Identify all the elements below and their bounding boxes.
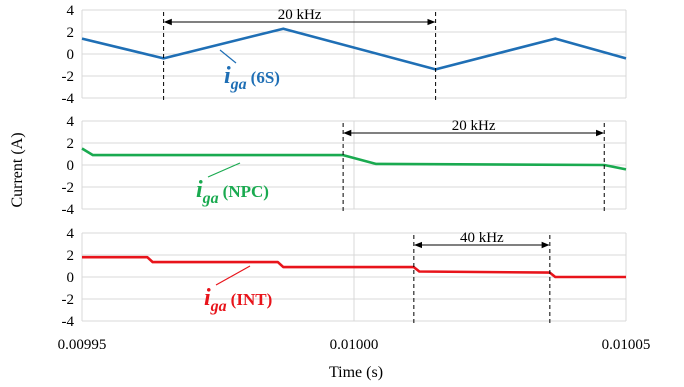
series-label-pointer <box>219 49 237 64</box>
series-label-3: iga (INT) <box>204 285 272 315</box>
y-tick-label: 2 <box>67 136 75 152</box>
y-tick-label: -2 <box>62 180 75 196</box>
y-tick-label: 4 <box>67 3 75 19</box>
y-tick-label: -4 <box>62 314 75 330</box>
series-line-1 <box>81 27 627 71</box>
x-axis-label: Time (s) <box>329 364 383 381</box>
y-tick-label: 0 <box>67 47 75 63</box>
y-tick-label: 2 <box>67 25 75 41</box>
series-label-pointer <box>215 265 251 286</box>
panel-3: 4 2 0 -2 -4 40 kHz iga (INT) <box>62 226 627 330</box>
panel-1: 4 2 0 -2 -4 20 kHz iga (6S) <box>62 3 627 107</box>
annotation-frequency-label: 40 kHz <box>460 230 504 246</box>
annotation-frequency-label: 20 kHz <box>452 118 496 134</box>
y-tick-label: -4 <box>62 202 75 218</box>
series-label-pointer <box>207 162 241 178</box>
series-line-3 <box>82 255 626 279</box>
series-label-2: iga (NPC) <box>196 177 269 207</box>
x-tick-label: 0.01000 <box>330 337 379 353</box>
y-tick-label: 4 <box>67 114 75 130</box>
y-tick-label: -4 <box>62 91 75 107</box>
y-tick-label: 0 <box>67 270 75 286</box>
y-tick-label: 4 <box>67 226 75 242</box>
y-tick-label: 0 <box>67 158 75 174</box>
chart-panels: 4 2 0 -2 -4 20 kHz iga (6S) 4 2 0 -2 -4 20 kHz iga (NPC… <box>58 3 651 353</box>
series-label-1: iga (6S) <box>224 63 280 93</box>
y-tick-label: -2 <box>62 292 75 308</box>
x-tick-label: 0.00995 <box>58 337 107 353</box>
y-tick-label: 2 <box>67 248 75 264</box>
series-line-2 <box>81 147 627 171</box>
x-tick-label: 0.01005 <box>602 337 651 353</box>
annotation-frequency-label: 20 kHz <box>278 7 322 23</box>
y-axis-label: Current (A) <box>9 132 26 207</box>
y-tick-label: -2 <box>62 69 75 85</box>
panel-2: 4 2 0 -2 -4 20 kHz iga (NPC) <box>62 114 627 218</box>
